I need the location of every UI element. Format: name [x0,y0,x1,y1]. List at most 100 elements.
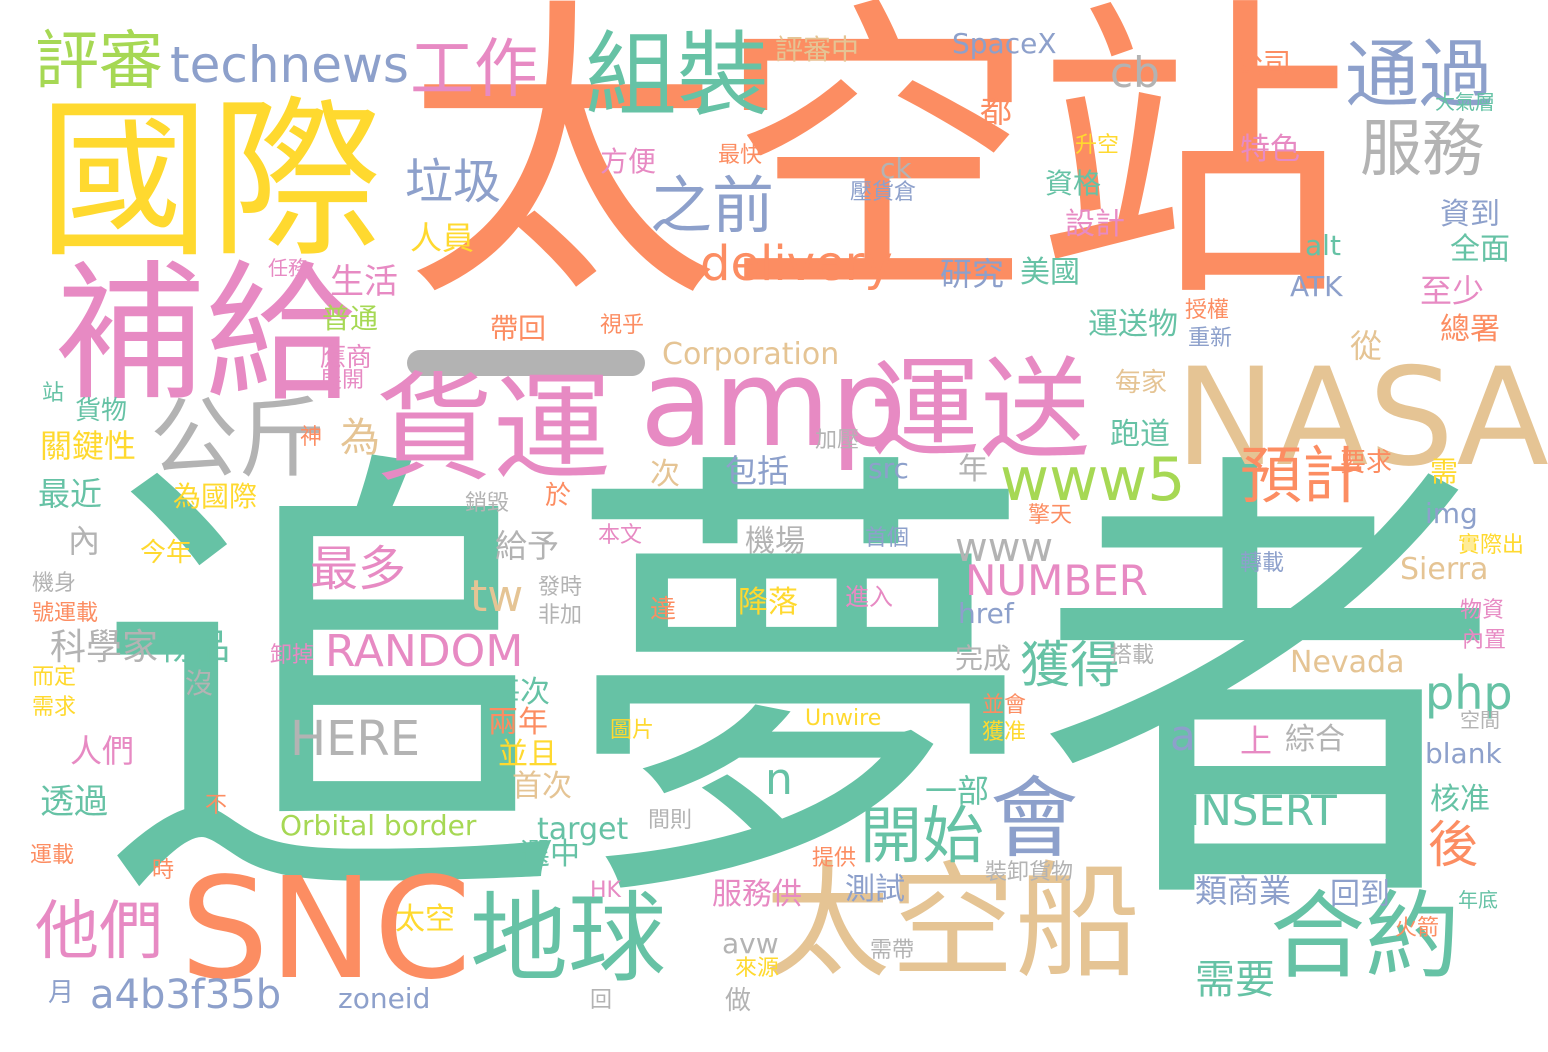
cloud-word: 搭載 [1110,643,1155,668]
cloud-word: 沒 [185,667,214,700]
cloud-word: 選中 [520,837,580,872]
cloud-word: 運載 [30,843,75,868]
cloud-word: 工作 [410,33,538,107]
cloud-word: 之前 [650,169,775,242]
cloud-word: 轉載 [1240,551,1285,576]
cloud-word: 綜合 [1285,722,1345,757]
cloud-word: 後 [1428,816,1478,874]
cloud-word: 站 [42,381,65,406]
cloud-word: 追夢者 [95,416,1505,963]
cloud-word: 擎天 [1028,503,1073,528]
cloud-word: blank [1425,737,1502,770]
cloud-word: 每次 [490,675,550,710]
cloud-word: 設計 [1065,207,1125,242]
cloud-word: technews [170,36,409,94]
cloud-word: 測試 [845,872,905,907]
cloud-word: 方便 [600,145,657,178]
cloud-word: php [1425,666,1513,720]
cloud-word: 都 [980,92,1013,130]
cloud-word: 應商 [320,343,373,373]
cloud-word: 貨運 [375,360,612,498]
cloud-word: 生活 [330,262,398,302]
cloud-word: 發時 [538,575,583,600]
cloud-word: 垃圾 [405,154,502,210]
cloud-word: 貨物 [75,396,128,426]
cloud-word: HERE [290,711,421,767]
cloud-word: cb [1110,48,1160,97]
cloud-word: 回 [590,988,613,1013]
cloud-word: 首個 [865,526,910,551]
cloud-word: 不 [205,793,228,818]
cloud-word: 於 [545,481,572,511]
cloud-word: 次 [650,457,680,492]
cloud-word: 授權 [1185,298,1230,323]
cloud-word: 實際出 [1458,533,1525,558]
cloud-word: 需求 [32,695,77,720]
cloud-word: 重新 [1188,326,1233,351]
cloud-word: 大氣層 [1435,90,1495,114]
cloud-word: 月 [48,978,75,1008]
cloud-word: 加壓 [815,428,860,453]
cloud-word: 美國 [1020,255,1080,290]
cloud-word: www [955,525,1054,571]
cloud-word: 為 [340,415,380,461]
cloud-word: href [958,597,1014,630]
cloud-word: 完成 [955,642,1012,675]
cloud-word: 需要 [1195,957,1275,1003]
cloud-word: a4b3f35b [90,972,282,1018]
cloud-word: 補給 [55,248,356,422]
cloud-word: 需 [1430,455,1459,488]
cloud-word: 最快 [718,143,763,168]
cloud-word: 帶回 [490,312,547,345]
cloud-word: 包括 [725,452,790,490]
cloud-word: 合約 [1270,882,1461,992]
cloud-word: 展開 [320,368,365,393]
cloud-word: 火箭 [1395,916,1440,941]
cloud-word: 回到 [1330,877,1390,912]
cloud-word: 太空船 [765,850,1140,995]
cloud-word: 會 [990,767,1079,870]
cloud-word: 普通 [322,302,379,335]
cloud-word: 首次 [512,769,572,804]
cloud-word: 並且 [498,737,558,772]
cloud-word: NUMBER [965,556,1148,605]
cloud-word: 資格 [1045,167,1102,200]
cloud-word: 公司 [1235,47,1292,80]
cloud-word: 服務 [1360,112,1485,185]
cloud-word: 非加 [538,603,583,628]
cloud-word: 每家 [1115,368,1168,398]
cloud-word: 提供 [812,846,857,871]
cloud-word: 人們 [70,732,135,770]
cloud-word: 服務供 [712,877,802,912]
cloud-word: 物品 [158,627,231,668]
cloud-word: 公斤 [150,387,327,490]
cloud-word: 國際 [38,80,382,281]
cloud-word: 而定 [32,665,77,690]
cloud-word: Corporation [662,337,840,372]
cloud-word: ck [880,152,912,185]
cloud-word: target [537,812,629,847]
cloud-word: 降落 [738,585,798,620]
cloud-word: 進入 [845,583,893,611]
cloud-word: 兩年 [488,705,548,740]
cloud-word: INSERT [1188,786,1337,835]
cloud-word: 間則 [648,808,693,833]
cloud-word: 地球 [470,882,667,996]
cloud-word: 最多 [310,541,407,597]
cloud-word: 全面 [1450,232,1510,267]
cloud-word: 年底 [1458,888,1498,912]
cloud-word: 壓貨倉 [850,180,917,205]
cloud-word: 上 [1240,722,1273,760]
cloud-word: 卸掉 [270,643,315,668]
cloud-word: 神 [300,425,323,450]
cloud-word: 任務 [268,256,308,280]
gray-bar-artifact [407,350,645,376]
cloud-word: 機場 [745,524,805,559]
cloud-word: 類商業 [1195,872,1292,910]
cloud-word: 內 [68,522,101,560]
cloud-word: 至少 [1420,272,1485,310]
cloud-word: Sierra [1400,552,1489,587]
cloud-word: 並會 [982,693,1027,718]
cloud-word: avw [722,927,779,960]
